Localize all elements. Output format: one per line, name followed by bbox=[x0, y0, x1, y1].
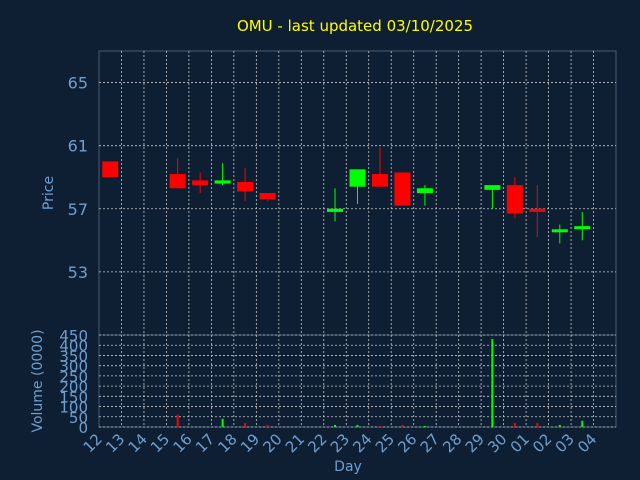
price-y-tick-label: 61 bbox=[68, 137, 88, 156]
candle-body bbox=[574, 226, 591, 230]
x-axis-ticks: 1213141516171819202122232425262728293001… bbox=[80, 430, 601, 456]
volume-bar bbox=[244, 422, 247, 427]
candle-body bbox=[416, 188, 433, 193]
candle-body bbox=[551, 229, 568, 233]
volume-bar bbox=[423, 425, 426, 427]
price-grid bbox=[99, 51, 616, 335]
volume-y-tick-label: 400 bbox=[59, 337, 88, 355]
candle-body bbox=[327, 208, 344, 212]
price-y-tick-label: 65 bbox=[68, 74, 88, 93]
volume-bars bbox=[176, 339, 584, 427]
volume-y-tick-label: 350 bbox=[59, 347, 88, 365]
volume-bar bbox=[581, 420, 584, 427]
candle-body bbox=[394, 172, 411, 206]
volume-y-tick-label: 200 bbox=[59, 378, 88, 396]
volume-y-tick-label: 50 bbox=[69, 409, 88, 427]
candle-body bbox=[169, 174, 186, 189]
volume-y-tick-label: 0 bbox=[78, 419, 88, 437]
candlesticks bbox=[102, 147, 591, 244]
volume-y-tick-label: 300 bbox=[59, 358, 88, 376]
candle-body bbox=[102, 161, 119, 178]
candle-body bbox=[484, 185, 501, 190]
volume-bar bbox=[378, 425, 381, 427]
volume-plot-area bbox=[98, 334, 617, 428]
volume-bar bbox=[334, 424, 337, 427]
volume-bar bbox=[221, 418, 224, 427]
candle-body bbox=[371, 174, 388, 187]
chart-title: OMU - last updated 03/10/2025 bbox=[237, 17, 473, 35]
price-y-ticks: 53 57 61 65 bbox=[68, 74, 88, 282]
candle-body bbox=[192, 180, 209, 186]
volume-bar bbox=[176, 414, 179, 427]
volume-bar bbox=[491, 339, 494, 427]
volume-bar bbox=[266, 424, 269, 427]
x-tick-label: 04 bbox=[574, 430, 600, 456]
price-y-tick-label: 57 bbox=[68, 200, 88, 219]
volume-y-tick-label: 100 bbox=[59, 399, 88, 417]
candle-body bbox=[214, 180, 231, 184]
volume-y-tick-label: 250 bbox=[59, 368, 88, 386]
candle-body bbox=[349, 169, 366, 187]
volume-bar bbox=[558, 424, 561, 427]
volume-bar bbox=[536, 422, 539, 427]
volume-grid bbox=[99, 334, 616, 428]
candle-body bbox=[506, 185, 523, 214]
volume-bar bbox=[401, 424, 404, 427]
candle-body bbox=[529, 208, 546, 212]
candle-body bbox=[259, 193, 276, 200]
volume-y-axis-label: Volume (0000) bbox=[30, 329, 46, 432]
volume-y-tick-label: 450 bbox=[59, 327, 88, 345]
x-axis-label: Day bbox=[334, 459, 362, 475]
candle-body bbox=[237, 181, 254, 192]
volume-y-tick-label: 150 bbox=[59, 388, 88, 406]
price-y-tick-label: 53 bbox=[68, 263, 88, 282]
price-y-axis-label: Price bbox=[41, 176, 57, 210]
volume-bar bbox=[356, 424, 359, 427]
volume-bar bbox=[513, 422, 516, 427]
